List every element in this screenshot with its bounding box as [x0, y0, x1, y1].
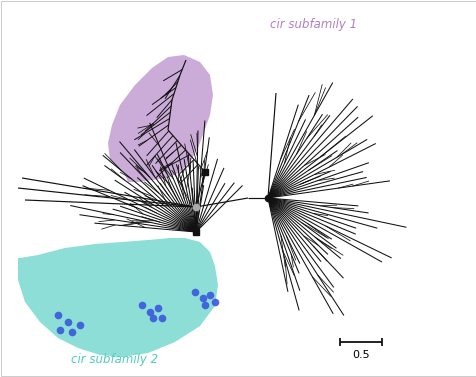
Text: cir subfamily 1: cir subfamily 1	[269, 18, 357, 31]
Text: 0.5: 0.5	[351, 350, 369, 360]
Text: cir subfamily 2: cir subfamily 2	[71, 353, 158, 366]
Polygon shape	[18, 238, 218, 357]
Polygon shape	[108, 55, 213, 182]
